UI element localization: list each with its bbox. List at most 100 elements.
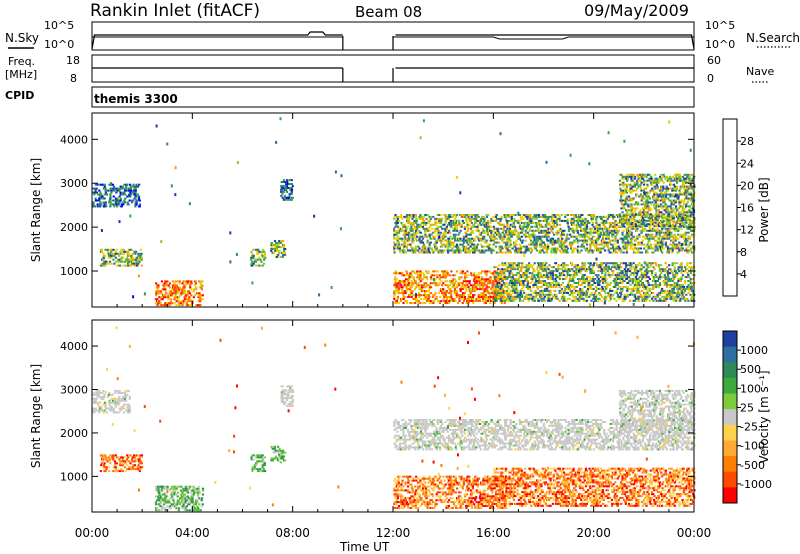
power-echo-cell-4811	[650, 272, 654, 275]
power-echo-cell-3882	[526, 287, 529, 290]
power-echo-cell-189	[138, 195, 141, 198]
power-echo-cell-3388	[661, 235, 664, 238]
power-echo-cell-806	[407, 280, 410, 283]
power-echo-cell-693	[287, 198, 290, 201]
power-echo-cell-4689	[635, 266, 638, 269]
power-echo-cell-3909	[529, 264, 532, 267]
power-echo-cell-2882	[591, 221, 594, 224]
power-echo-cell-1289	[488, 286, 491, 289]
power-echo-cell-4795	[648, 295, 651, 298]
power-echo-cell-1799	[446, 239, 449, 242]
power-echo-cell-153	[129, 185, 132, 188]
power-echo-cell-2132	[491, 237, 494, 240]
power-echo-cell-3440	[668, 237, 671, 240]
power-echo-cell-4857	[658, 284, 662, 286]
power-echo-cell-4242	[574, 264, 577, 267]
power-echo-cell-4308	[582, 268, 585, 271]
power-echo-cell-324	[137, 258, 140, 261]
power-echo-cell-418	[171, 288, 174, 291]
power-echo-cell-4892	[664, 299, 667, 302]
power-echo-cell-353	[157, 300, 160, 303]
power-echo-cell-2434	[532, 241, 535, 244]
power-echo-cell-1593	[418, 251, 421, 254]
power-echo-cell-1599	[418, 225, 421, 228]
power-echo-cell-648	[280, 240, 283, 243]
power-echo-cell-2347	[520, 245, 524, 248]
power-echo-cell-1035	[447, 286, 450, 289]
power-echo-cell-4339	[587, 285, 590, 288]
power-echo-cell-2514	[542, 241, 545, 244]
power-echo-cell-1974	[469, 239, 472, 242]
power-echo-cell-3367	[658, 243, 661, 246]
power-echo-cell-982	[437, 292, 440, 295]
power-echo-cell-3901	[528, 272, 531, 275]
power-echo-cell-451	[177, 296, 181, 299]
power-echo-cell-1317	[492, 290, 495, 293]
power-echo-cell-1039	[448, 300, 451, 302]
power-echo-cell-785	[403, 280, 406, 283]
power-echo-cell-1855	[453, 225, 456, 228]
power-echo-cell-595	[260, 260, 263, 263]
power-echo-cell-4900	[664, 268, 667, 271]
power-echo-cell-3082	[617, 229, 620, 232]
power-echo-cell-2364	[523, 245, 526, 248]
power-echo-cell-3220	[636, 237, 639, 240]
power-echo-cell-2612	[554, 221, 557, 224]
power-echo-cell-2028	[476, 215, 479, 218]
power-echo-cell-2260	[508, 225, 511, 228]
power-echo-cell-3932	[533, 262, 536, 265]
power-echo-cell-1897	[459, 237, 462, 240]
power-echo-cell-4088	[552, 266, 555, 269]
power-echo-cell-3303	[650, 245, 653, 248]
power-echo-cell-1547	[411, 229, 414, 232]
power-echo-cell-573	[251, 252, 254, 255]
power-echo-cell-3043	[613, 249, 616, 252]
power-echo-cell-2955	[601, 235, 605, 238]
power-echo-cell-511	[188, 292, 192, 295]
power-echo-cell-2509	[541, 225, 544, 228]
power-echo-cell-3040	[612, 217, 615, 220]
power-echo-cell-1517	[407, 235, 411, 238]
power-echo-cell-4738	[641, 299, 644, 302]
power-echo-cell-4660	[631, 280, 635, 282]
power-echo-cell-1072	[453, 286, 456, 289]
power-echo-cell-1330	[493, 278, 497, 281]
power-echo-cell-3744	[510, 297, 513, 300]
power-echo-cell-3471	[671, 217, 674, 220]
power-echo-cell-2890	[593, 231, 596, 234]
power-echo-cell-1100	[459, 288, 462, 291]
power-echo-cell-4574	[620, 282, 623, 284]
power-echo-cell-4017	[543, 280, 547, 282]
power-echo-cell-1806	[448, 243, 451, 246]
power-echo-cell-2186	[499, 223, 502, 226]
power-echo-cell-600	[261, 254, 264, 257]
power-echo-cell-2339	[520, 247, 523, 250]
power-echo-cell-628	[276, 255, 279, 258]
power-echo-cell-3661	[500, 299, 503, 302]
power-echo-cell-3343	[655, 239, 658, 242]
power-echo-cell-872	[418, 286, 421, 289]
power-echo-cell-2620	[555, 221, 558, 224]
power-echo-cell-2005	[472, 214, 476, 216]
power-echo-cell-4040	[546, 266, 549, 269]
power-echo-cell-4433	[601, 280, 604, 282]
power-echo-cell-3896	[528, 262, 531, 265]
power-echo-cell-2757	[577, 245, 580, 248]
power-echo-cell-4218	[572, 299, 575, 302]
power-echo-cell-2828	[584, 223, 587, 226]
power-echo-cell-4498	[610, 293, 613, 296]
power-echo-cell-4668	[632, 274, 635, 277]
power-echo-cell-1093	[458, 296, 461, 298]
power-echo-cell-2696	[566, 219, 569, 222]
power-echo-cell-2900	[595, 243, 598, 246]
power-echo-cell-2497	[540, 239, 543, 242]
power-echo-cell-1192	[474, 300, 477, 302]
power-echo-cell-272	[124, 250, 127, 253]
power-echo-cell-1557	[412, 231, 416, 234]
power-echo-cell-4497	[609, 295, 612, 298]
power-echo-cell-3462	[671, 251, 674, 254]
power-echo-cell-2941	[599, 231, 602, 234]
power-echo-cell-980	[436, 270, 439, 273]
power-echo-cell-910	[424, 290, 427, 293]
power-echo-cell-2692	[566, 247, 569, 250]
